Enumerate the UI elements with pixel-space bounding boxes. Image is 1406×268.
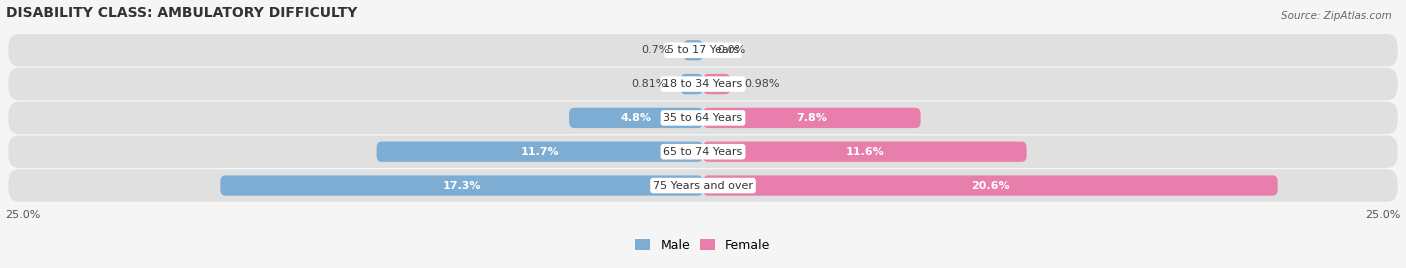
FancyBboxPatch shape <box>703 175 1278 196</box>
FancyBboxPatch shape <box>221 175 703 196</box>
Text: Source: ZipAtlas.com: Source: ZipAtlas.com <box>1281 11 1392 21</box>
Text: 7.8%: 7.8% <box>796 113 827 123</box>
Text: 65 to 74 Years: 65 to 74 Years <box>664 147 742 157</box>
Text: 0.81%: 0.81% <box>631 79 666 89</box>
FancyBboxPatch shape <box>8 34 1398 66</box>
Text: 35 to 64 Years: 35 to 64 Years <box>664 113 742 123</box>
FancyBboxPatch shape <box>8 136 1398 168</box>
Text: 25.0%: 25.0% <box>6 210 41 220</box>
FancyBboxPatch shape <box>569 108 703 128</box>
Text: 75 Years and over: 75 Years and over <box>652 181 754 191</box>
FancyBboxPatch shape <box>8 102 1398 134</box>
FancyBboxPatch shape <box>703 74 730 94</box>
Text: 25.0%: 25.0% <box>1365 210 1400 220</box>
FancyBboxPatch shape <box>683 40 703 60</box>
Text: 11.6%: 11.6% <box>845 147 884 157</box>
Text: 5 to 17 Years: 5 to 17 Years <box>666 45 740 55</box>
Text: 11.7%: 11.7% <box>520 147 560 157</box>
Text: 0.7%: 0.7% <box>641 45 669 55</box>
FancyBboxPatch shape <box>8 68 1398 100</box>
FancyBboxPatch shape <box>703 108 921 128</box>
FancyBboxPatch shape <box>703 142 1026 162</box>
Text: 20.6%: 20.6% <box>972 181 1010 191</box>
Text: 4.8%: 4.8% <box>620 113 651 123</box>
Text: 0.98%: 0.98% <box>744 79 780 89</box>
FancyBboxPatch shape <box>8 169 1398 202</box>
Text: DISABILITY CLASS: AMBULATORY DIFFICULTY: DISABILITY CLASS: AMBULATORY DIFFICULTY <box>6 6 357 20</box>
FancyBboxPatch shape <box>681 74 703 94</box>
Text: 0.0%: 0.0% <box>717 45 745 55</box>
FancyBboxPatch shape <box>377 142 703 162</box>
Text: 18 to 34 Years: 18 to 34 Years <box>664 79 742 89</box>
Text: 17.3%: 17.3% <box>443 181 481 191</box>
Legend: Male, Female: Male, Female <box>630 234 776 257</box>
